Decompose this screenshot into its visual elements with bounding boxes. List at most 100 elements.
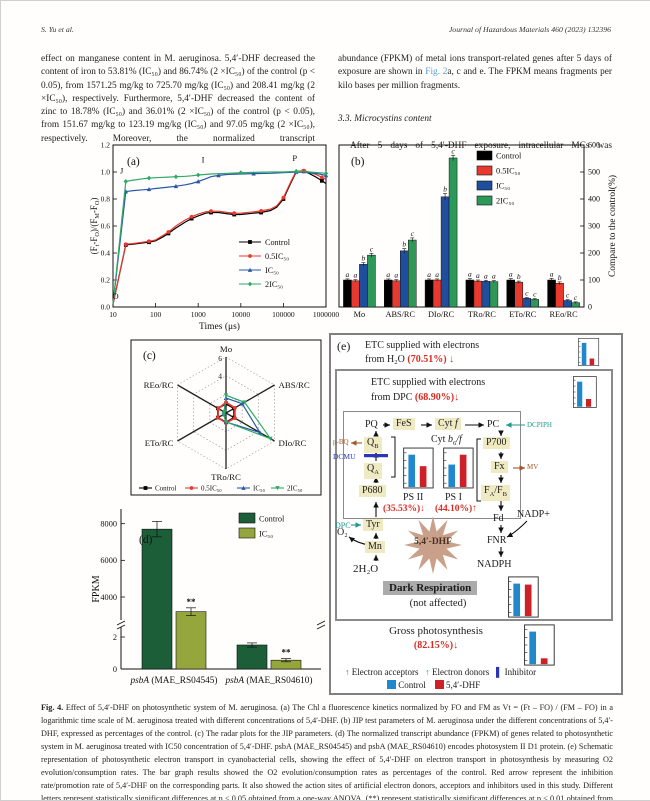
panel-e-label: (e) — [337, 339, 351, 353]
node-fes: FeS — [393, 418, 415, 430]
node-dpc: DPC — [335, 521, 351, 530]
node-cytb6f: Cyt b6/f — [431, 434, 462, 450]
svg-text:500: 500 — [588, 168, 600, 177]
body-left-column: effect on manganese content in M. aerugi… — [41, 53, 315, 146]
svg-text:**: ** — [187, 597, 197, 607]
header-journal: Journal of Hazardous Materials 460 (2023… — [448, 25, 611, 34]
body-right-column: abundance (FPKM) of metal ions transport… — [338, 53, 612, 153]
node-o2: O₂ — [337, 527, 348, 538]
etc-dpc-box — [335, 369, 613, 621]
svg-text:a: a — [468, 270, 472, 279]
etc-h2o-line1: ETC supplied with electrons — [365, 340, 480, 351]
donor-arrow-icon: ↑ — [425, 667, 430, 677]
svg-text:10: 10 — [109, 310, 117, 319]
svg-text:I: I — [202, 155, 205, 165]
etc-dpc-mini-chart — [573, 376, 597, 408]
dhf-swatch-icon — [434, 680, 444, 689]
svg-text:0: 0 — [113, 665, 117, 674]
svg-text:a: a — [394, 271, 398, 280]
svg-text:ETo/RC: ETo/RC — [509, 310, 537, 319]
svg-text:100000: 100000 — [272, 310, 295, 319]
section-heading: 3.3. Microcystins content — [338, 113, 432, 124]
figure-2-link[interactable]: Fig. 2 — [425, 67, 448, 78]
figure-caption: Fig. 4. Effect of 5,4′-DHF on photosynth… — [41, 701, 613, 801]
svg-text:O: O — [113, 291, 119, 301]
svg-text:b: b — [362, 254, 366, 263]
node-qa: QA — [364, 463, 382, 479]
inhibitor-bar-icon: ▌ — [495, 667, 503, 677]
psii-percent: (35.53%)↓ — [383, 504, 425, 514]
svg-text:b: b — [558, 273, 562, 282]
right-para1-pre: abundance (FPKM) of metal ions transport… — [338, 54, 612, 78]
svg-text:Control: Control — [265, 238, 291, 247]
svg-text:psbA (MAE_RS04610): psbA (MAE_RS04610) — [224, 675, 312, 686]
svg-text:4000: 4000 — [100, 593, 117, 602]
svg-text:6: 6 — [218, 354, 222, 363]
legend-inhibitor-label: Inhibitor — [504, 667, 537, 677]
svg-text:1000000: 1000000 — [313, 310, 340, 319]
psii-mini-chart — [403, 447, 434, 489]
svg-text:10000: 10000 — [231, 310, 250, 319]
figure-4: 0.0 0.2 0.4 0.6 0.8 1.0 1.2 10 100 1000 10000 10000… — [89, 139, 624, 697]
e-legend-row2: Control 5,4′-DHF — [387, 680, 480, 690]
panel-c-radar-chart: (c) Mo ABS/RC DIo/RC TRo/RC ETo/RC REo/RC 4 6 Con… — [130, 339, 322, 496]
caption-label: Fig. 4. — [41, 703, 64, 712]
psi-percent: (44.10%)↑ — [435, 504, 477, 514]
svg-text:IC₅₀: IC₅₀ — [253, 485, 265, 493]
dark-respiration-sub: (not affected) — [409, 598, 467, 609]
svg-text:(b): (b) — [351, 156, 365, 168]
cytf-f: f — [454, 418, 458, 429]
fa-sub: A — [489, 491, 495, 498]
svg-text:c: c — [566, 291, 570, 300]
svg-text:Times (μs): Times (μs) — [199, 321, 240, 332]
node-mn: Mn — [365, 541, 385, 553]
svg-text:200: 200 — [588, 249, 600, 258]
svg-text:IC₅₀: IC₅₀ — [259, 530, 273, 539]
svg-text:0.0: 0.0 — [101, 303, 111, 312]
svg-text:100: 100 — [588, 276, 600, 285]
node-fx: Fx — [491, 461, 508, 473]
svg-text:a: a — [484, 271, 488, 280]
header-author: S. Yu et al. — [41, 25, 74, 34]
svg-text:300: 300 — [588, 222, 600, 231]
panel-d-bar-chart: 4000 6000 8000 0 2 FPKM psbA (MAE_RS04545) ** ps… — [91, 509, 326, 686]
star-label: 5,4′-DHF — [414, 537, 452, 547]
svg-text:0.5IC₅₀: 0.5IC₅₀ — [496, 167, 521, 176]
right-paragraph-1: abundance (FPKM) of metal ions transport… — [338, 53, 612, 93]
svg-text:600: 600 — [588, 141, 600, 150]
svg-text:6000: 6000 — [100, 556, 117, 565]
svg-text:4: 4 — [218, 372, 222, 381]
node-fd: Fd — [493, 513, 504, 524]
svg-text:Mo: Mo — [220, 344, 233, 354]
node-nadp: NADP+ — [517, 509, 550, 520]
svg-text:a: a — [427, 270, 431, 279]
svg-text:a: a — [354, 271, 358, 280]
right-paragraph-2: After 5 days of 5,4′-DHF exposure, intra… — [350, 141, 612, 152]
panel-a-and-b-charts: 0.00.20.40.60.81.01.210 100 1000 10000 10000… — [89, 141, 618, 332]
psii-label: PS II — [403, 492, 424, 503]
cytb-b: b — [447, 434, 453, 445]
control-swatch-icon — [387, 680, 396, 689]
svg-text:c: c — [411, 229, 415, 238]
node-fafb: FA/FB — [481, 485, 510, 501]
svg-text:a: a — [550, 269, 554, 278]
svg-text:IC₅₀: IC₅₀ — [265, 266, 279, 275]
svg-text:8000: 8000 — [100, 519, 117, 528]
etc-dpc-line2: from DPC (68.90%)↓ — [371, 392, 459, 403]
svg-text:a: a — [435, 270, 439, 279]
node-dcpiph: DCPIPH — [527, 421, 552, 429]
node-qb: QB — [364, 437, 382, 453]
svg-text:Mo: Mo — [354, 310, 366, 319]
caption-text: Effect of 5,4′-DHF on photosynthetic sys… — [41, 703, 613, 801]
inner-chain-box — [343, 411, 521, 519]
etc-h2o-percent: (70.51%) ↓ — [407, 354, 455, 365]
svg-text:b: b — [443, 185, 447, 194]
node-pbq: p-BQ — [333, 438, 349, 446]
fb-sub: B — [502, 491, 507, 498]
svg-text:c: c — [533, 290, 537, 299]
etc-h2o-mini-chart — [578, 337, 600, 367]
svg-text:Control: Control — [496, 152, 522, 161]
svg-text:REo/RC: REo/RC — [144, 380, 174, 390]
node-cytf: Cyt f — [435, 418, 461, 430]
svg-text:1000: 1000 — [191, 310, 206, 319]
